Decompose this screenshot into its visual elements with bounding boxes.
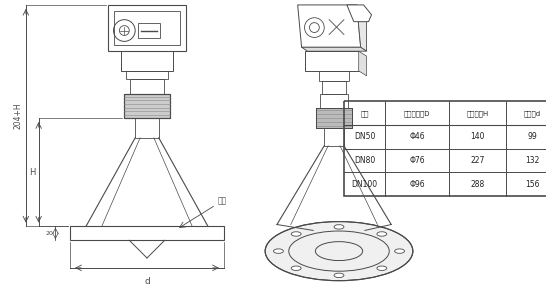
Bar (124, 94, 169, 118)
Ellipse shape (334, 225, 344, 229)
Bar (124, 94, 169, 118)
Text: d: d (144, 277, 150, 286)
Bar (113, 11, 180, 45)
Bar (70, 226, 224, 240)
Bar (322, 81, 346, 94)
Bar (138, 23, 160, 38)
Text: Φ46: Φ46 (410, 132, 425, 141)
Polygon shape (359, 51, 367, 76)
Text: 法兰: 法兰 (360, 110, 369, 117)
Text: 锥孔高度H: 锥孔高度H (467, 110, 489, 117)
Text: H: H (29, 168, 36, 177)
Text: DN100: DN100 (351, 180, 378, 189)
Text: 140: 140 (471, 132, 485, 141)
Text: 四氟盘d: 四氟盘d (524, 110, 541, 117)
Text: Φ96: Φ96 (410, 180, 425, 189)
Ellipse shape (377, 232, 387, 236)
Bar (316, 108, 352, 128)
Text: Φ76: Φ76 (410, 156, 425, 165)
Ellipse shape (273, 249, 283, 253)
Bar (130, 79, 164, 94)
Text: 99: 99 (527, 132, 537, 141)
Ellipse shape (334, 273, 344, 278)
Ellipse shape (377, 266, 387, 270)
Text: 288: 288 (471, 180, 485, 189)
Text: 227: 227 (471, 156, 485, 165)
Text: 156: 156 (525, 180, 539, 189)
Bar (316, 108, 352, 128)
Bar (320, 94, 348, 108)
Ellipse shape (395, 249, 404, 253)
Text: DN80: DN80 (354, 156, 375, 165)
Polygon shape (347, 5, 371, 22)
Text: 法兰: 法兰 (218, 196, 227, 205)
Text: 20: 20 (46, 231, 53, 236)
Polygon shape (357, 5, 367, 51)
Bar (126, 71, 168, 79)
Polygon shape (301, 47, 367, 51)
Bar (108, 5, 186, 51)
Bar (344, 101, 550, 196)
Text: 锥孔口直径D: 锥孔口直径D (404, 110, 431, 117)
Text: 204+H: 204+H (14, 102, 23, 129)
Bar (324, 128, 344, 146)
Text: DN50: DN50 (354, 132, 375, 141)
Ellipse shape (292, 232, 301, 236)
Bar (135, 118, 159, 138)
Ellipse shape (265, 222, 413, 281)
Text: 132: 132 (525, 156, 539, 165)
Ellipse shape (292, 266, 301, 270)
Bar (122, 51, 173, 71)
Polygon shape (298, 5, 361, 47)
Bar (320, 71, 349, 81)
Bar (305, 51, 359, 71)
